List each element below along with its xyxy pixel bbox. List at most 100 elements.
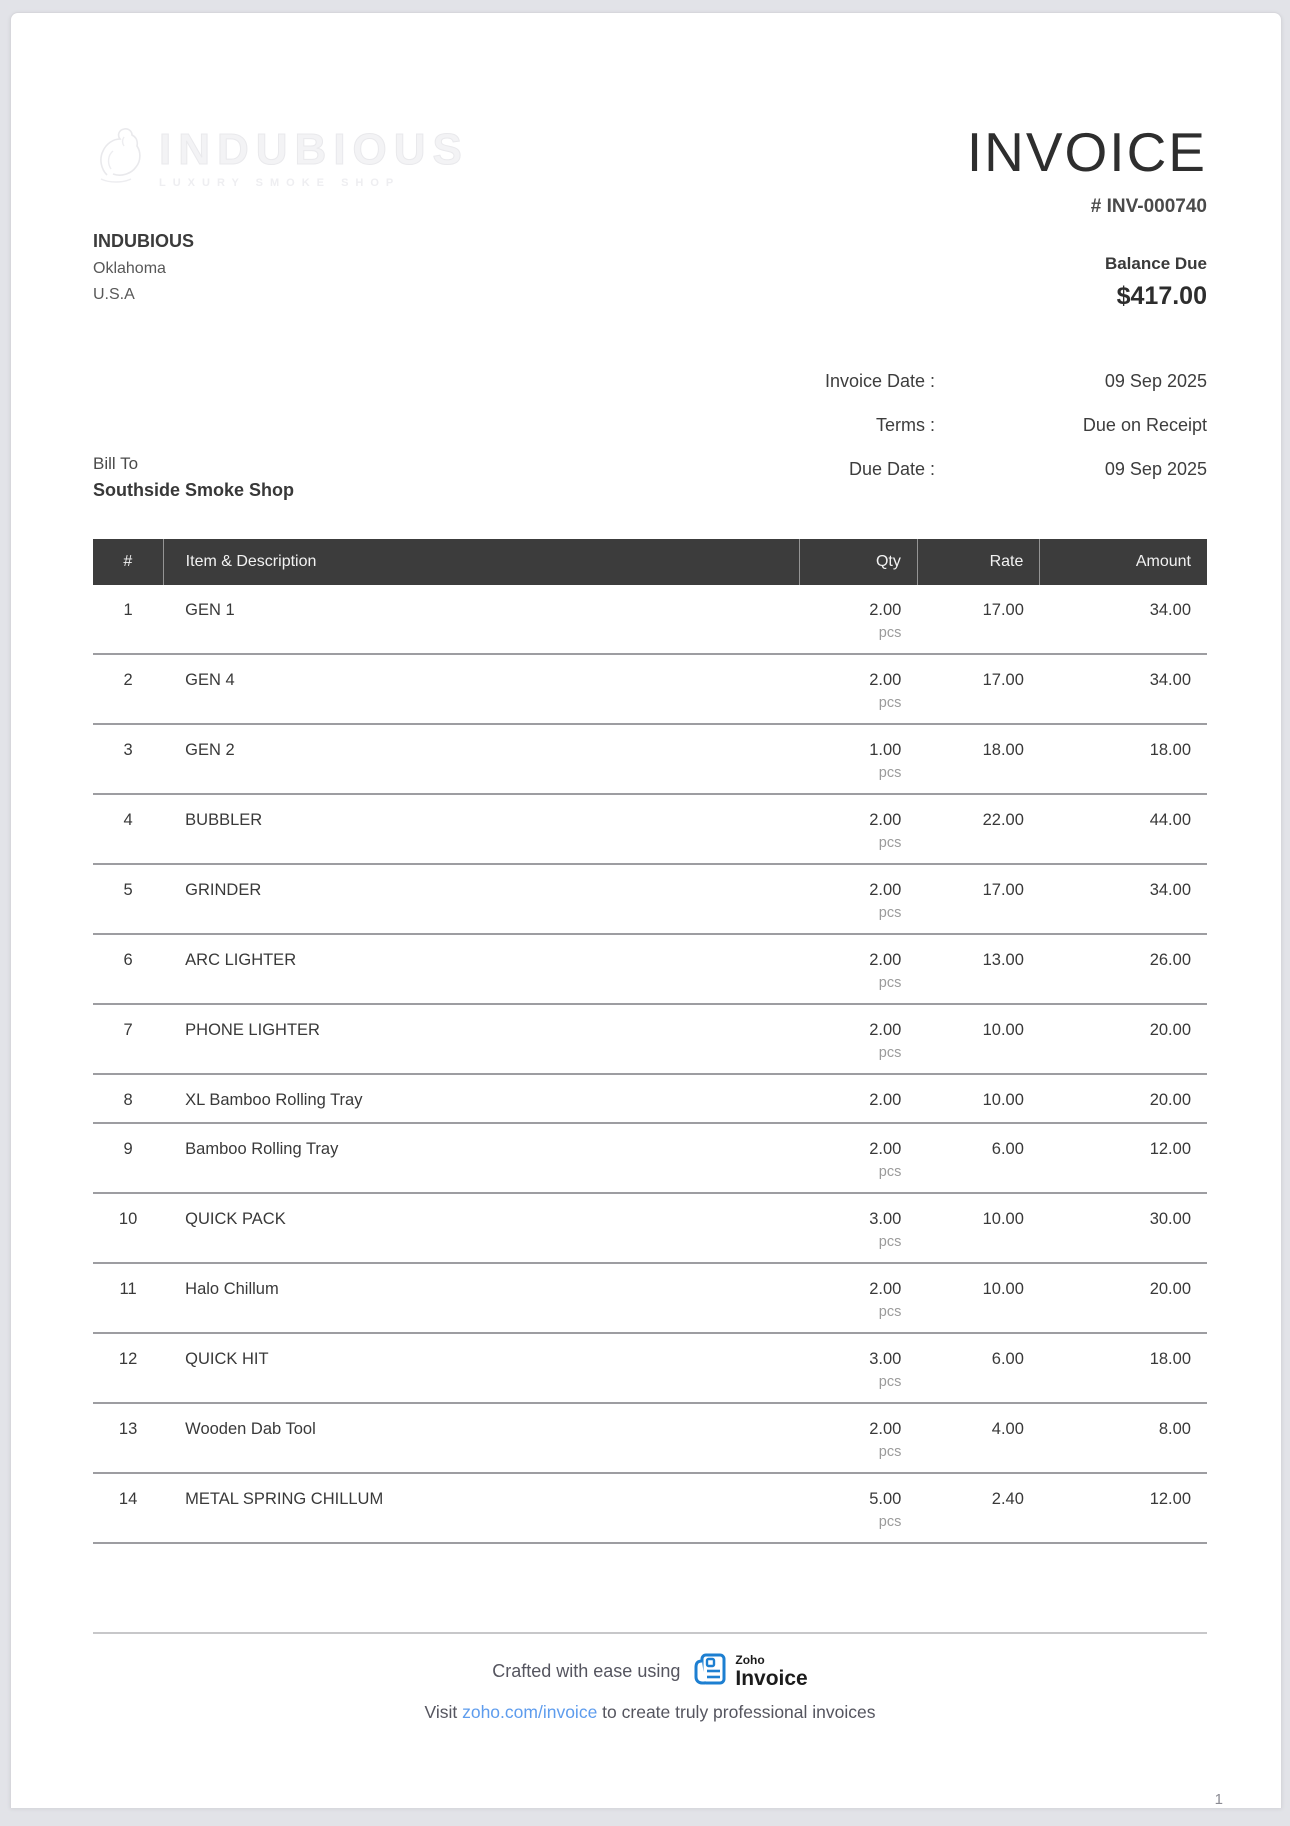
item-rate: 10.00: [917, 1193, 1040, 1264]
crafted-text: Crafted with ease using: [492, 1661, 681, 1681]
item-amount: 18.00: [1039, 1333, 1207, 1404]
item-qty: 2.00: [869, 951, 902, 969]
column-header-item: Item & Description: [162, 539, 800, 585]
table-row: 1 GEN 1 2.00 pcs 17.00 34.00: [93, 585, 1207, 655]
item-rate: 6.00: [917, 1123, 1040, 1194]
table-row: 8 XL Bamboo Rolling Tray 2.00 10.00 20.0…: [93, 1074, 1207, 1124]
item-unit: pcs: [878, 835, 902, 851]
item-qty: 2.00: [869, 1140, 902, 1158]
item-description: Bamboo Rolling Tray: [163, 1123, 800, 1194]
item-description: BUBBLER: [163, 794, 800, 865]
bill-to-name: Southside Smoke Shop: [93, 480, 295, 500]
item-number: 4: [93, 794, 164, 865]
item-unit: pcs: [878, 1304, 902, 1320]
company-logo: INDUBIOUS LUXURY SMOKE SHOP: [93, 125, 653, 191]
item-description: Halo Chillum: [163, 1263, 800, 1334]
item-rate: 17.00: [917, 864, 1040, 935]
item-number: 13: [93, 1403, 164, 1474]
invoice-page: INDUBIOUS LUXURY SMOKE SHOP INDUBIOUS Ok…: [10, 12, 1282, 1808]
table-row: 12 QUICK HIT 3.00 pcs 6.00 18.00: [93, 1333, 1207, 1404]
page-number: 1: [1214, 1791, 1223, 1808]
item-amount: 34.00: [1039, 654, 1207, 725]
item-unit: pcs: [878, 975, 902, 991]
lion-emblem-icon: [93, 125, 151, 192]
item-amount: 18.00: [1039, 724, 1207, 795]
table-row: 6 ARC LIGHTER 2.00 pcs 13.00 26.00: [93, 934, 1207, 1005]
item-amount: 44.00: [1039, 794, 1207, 865]
item-amount: 8.00: [1039, 1403, 1207, 1474]
logo-tagline: LUXURY SMOKE SHOP: [159, 176, 401, 189]
item-number: 14: [93, 1473, 164, 1544]
balance-due-amount: $417.00: [1116, 282, 1207, 310]
due-date-label: Due Date :: [848, 459, 935, 479]
item-amount: 20.00: [1039, 1263, 1207, 1334]
item-unit: pcs: [878, 765, 902, 781]
column-header-amount: Amount: [1039, 539, 1207, 585]
line-items-table: # Item & Description Qty Rate Amount 1 G…: [93, 539, 1207, 1544]
invoice-title: INVOICE: [966, 121, 1207, 183]
item-unit: pcs: [878, 695, 902, 711]
invoice-meta: Invoice Date : 09 Sep 2025 Terms : Due o…: [777, 371, 1207, 503]
logo-wordmark: INDUBIOUS: [159, 124, 469, 174]
item-qty: 3.00: [869, 1350, 902, 1368]
visit-suffix: to create truly professional invoices: [597, 1702, 876, 1722]
item-description: GEN 1: [163, 585, 800, 655]
item-rate: 10.00: [917, 1263, 1040, 1334]
column-header-qty: Qty: [798, 539, 918, 585]
item-amount: 12.00: [1039, 1123, 1207, 1194]
item-rate: 2.40: [917, 1473, 1040, 1544]
brand-zoho: Zoho: [735, 1653, 765, 1667]
zoho-invoice-icon: [692, 1650, 728, 1693]
column-header-rate: Rate: [916, 539, 1040, 585]
item-qty: 2.00: [869, 811, 902, 829]
item-number: 3: [93, 724, 164, 795]
item-qty: 2.00: [869, 671, 902, 689]
item-qty: 2.00: [869, 881, 902, 899]
item-number: 1: [93, 585, 164, 655]
seller-address-line2: U.S.A: [93, 286, 135, 303]
item-unit: pcs: [878, 905, 902, 921]
item-description: GEN 4: [163, 654, 800, 725]
terms-value: Due on Receipt: [1082, 415, 1207, 435]
item-number: 2: [93, 654, 164, 725]
item-unit: pcs: [878, 1514, 902, 1530]
seller-name: INDUBIOUS: [93, 231, 195, 251]
item-number: 8: [93, 1074, 164, 1124]
footer: Crafted with ease using Zoho Invo: [93, 1632, 1207, 1723]
item-amount: 34.00: [1039, 585, 1207, 655]
item-description: METAL SPRING CHILLUM: [163, 1473, 800, 1544]
item-description: Wooden Dab Tool: [163, 1403, 800, 1474]
item-description: GRINDER: [163, 864, 800, 935]
due-date-row: Due Date : 09 Sep 2025: [777, 459, 1207, 503]
item-unit: pcs: [878, 1444, 902, 1460]
table-header-row: # Item & Description Qty Rate Amount: [93, 539, 1207, 585]
bill-to-block: Bill To Southside Smoke Shop: [93, 454, 653, 501]
zoho-invoice-link[interactable]: zoho.com/invoice: [462, 1702, 598, 1722]
item-unit: pcs: [878, 1234, 902, 1250]
item-amount: 20.00: [1039, 1074, 1207, 1124]
item-amount: 34.00: [1039, 864, 1207, 935]
item-rate: 22.00: [917, 794, 1040, 865]
visit-prefix: Visit: [424, 1702, 463, 1722]
item-number: 10: [93, 1193, 164, 1264]
item-number: 12: [93, 1333, 164, 1404]
item-description: QUICK PACK: [163, 1193, 800, 1264]
item-rate: 17.00: [917, 585, 1040, 655]
table-row: 3 GEN 2 1.00 pcs 18.00 18.00: [93, 724, 1207, 795]
item-qty: 3.00: [869, 1210, 902, 1228]
due-date-value: 09 Sep 2025: [1104, 459, 1207, 479]
table-row: 11 Halo Chillum 2.00 pcs 10.00 20.00: [93, 1263, 1207, 1334]
item-description: ARC LIGHTER: [163, 934, 800, 1005]
balance-due-label: Balance Due: [1104, 254, 1207, 273]
seller-info: INDUBIOUS Oklahoma U.S.A: [93, 231, 653, 304]
item-unit: pcs: [878, 625, 902, 641]
item-qty: 2.00: [869, 1420, 902, 1438]
item-unit: pcs: [878, 1045, 902, 1061]
item-rate: 17.00: [917, 654, 1040, 725]
item-amount: 30.00: [1039, 1193, 1207, 1264]
item-rate: 10.00: [917, 1004, 1040, 1075]
table-row: 14 METAL SPRING CHILLUM 5.00 pcs 2.40 12…: [93, 1473, 1207, 1544]
item-qty: 2.00: [869, 1280, 902, 1298]
item-qty: 2.00: [869, 1091, 902, 1109]
table-row: 2 GEN 4 2.00 pcs 17.00 34.00: [93, 654, 1207, 725]
